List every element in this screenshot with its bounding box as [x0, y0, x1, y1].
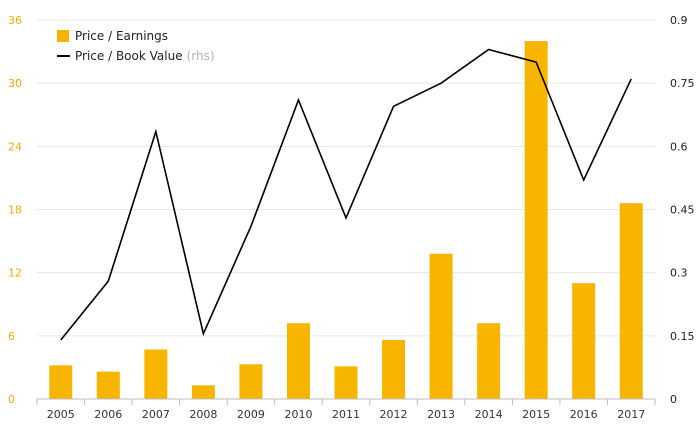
x-tick-label: 2005: [47, 408, 75, 421]
gridlines: [37, 19, 655, 337]
axes: 0 6 12 18 24 30 36 0 0.15 0.3 0.45 0.6 0.75 0.9 2005 20…: [8, 14, 695, 421]
line-series: [60, 48, 632, 341]
legend: Price / Earnings Price / Book Value (rhs): [57, 29, 215, 63]
x-tick-label: 2006: [94, 408, 122, 421]
legend-label: Price / Book Value (rhs): [75, 49, 215, 63]
bar: [144, 349, 168, 399]
y-left-tick-label: 12: [8, 267, 22, 280]
y-left-tick-label: 0: [8, 393, 15, 406]
x-tick-label: 2008: [189, 408, 217, 421]
x-tick-label: 2012: [380, 408, 408, 421]
y-right-tick-label: 0.15: [670, 330, 695, 343]
y-left-tick-label: 18: [8, 204, 22, 217]
legend-label-text: Price / Earnings: [75, 29, 168, 43]
x-tick-label: 2007: [142, 408, 170, 421]
bar: [334, 366, 358, 399]
x-tick-label: 2014: [475, 408, 503, 421]
x-tick-label: 2017: [617, 408, 645, 421]
legend-label-text: Price / Book Value: [75, 49, 183, 63]
legend-swatch-box: [57, 30, 69, 42]
y-left-tick-label: 24: [8, 140, 22, 153]
y-right-tick-label: 0: [670, 393, 677, 406]
y-right-tick-label: 0.75: [670, 77, 695, 90]
bar: [429, 253, 453, 399]
x-tick-label: 2011: [332, 408, 360, 421]
legend-suffix-text: (rhs): [187, 49, 215, 63]
x-tick-label: 2016: [570, 408, 598, 421]
bar: [477, 323, 501, 399]
bar: [572, 283, 596, 399]
bar-series: [49, 41, 643, 400]
bar: [286, 323, 310, 399]
y-right-tick-label: 0.45: [670, 204, 695, 217]
bar: [619, 203, 643, 399]
bar: [191, 385, 215, 399]
y-left-tick-label: 30: [8, 77, 22, 90]
bar: [96, 371, 120, 399]
x-tick-label: 2013: [427, 408, 455, 421]
y-left-tick-label: 6: [8, 330, 15, 343]
x-tick-label: 2009: [237, 408, 265, 421]
y-right-tick-label: 0.3: [670, 267, 688, 280]
bar: [239, 364, 263, 399]
y-right-tick-label: 0.9: [670, 14, 688, 27]
y-right-tick-label: 0.6: [670, 140, 688, 153]
x-tick-label: 2010: [284, 408, 312, 421]
x-tick-label: 2015: [522, 408, 550, 421]
bar: [49, 365, 73, 399]
bar: [524, 41, 548, 400]
legend-label: Price / Earnings: [75, 29, 168, 43]
bar: [382, 340, 406, 399]
y-left-tick-label: 36: [8, 14, 22, 27]
